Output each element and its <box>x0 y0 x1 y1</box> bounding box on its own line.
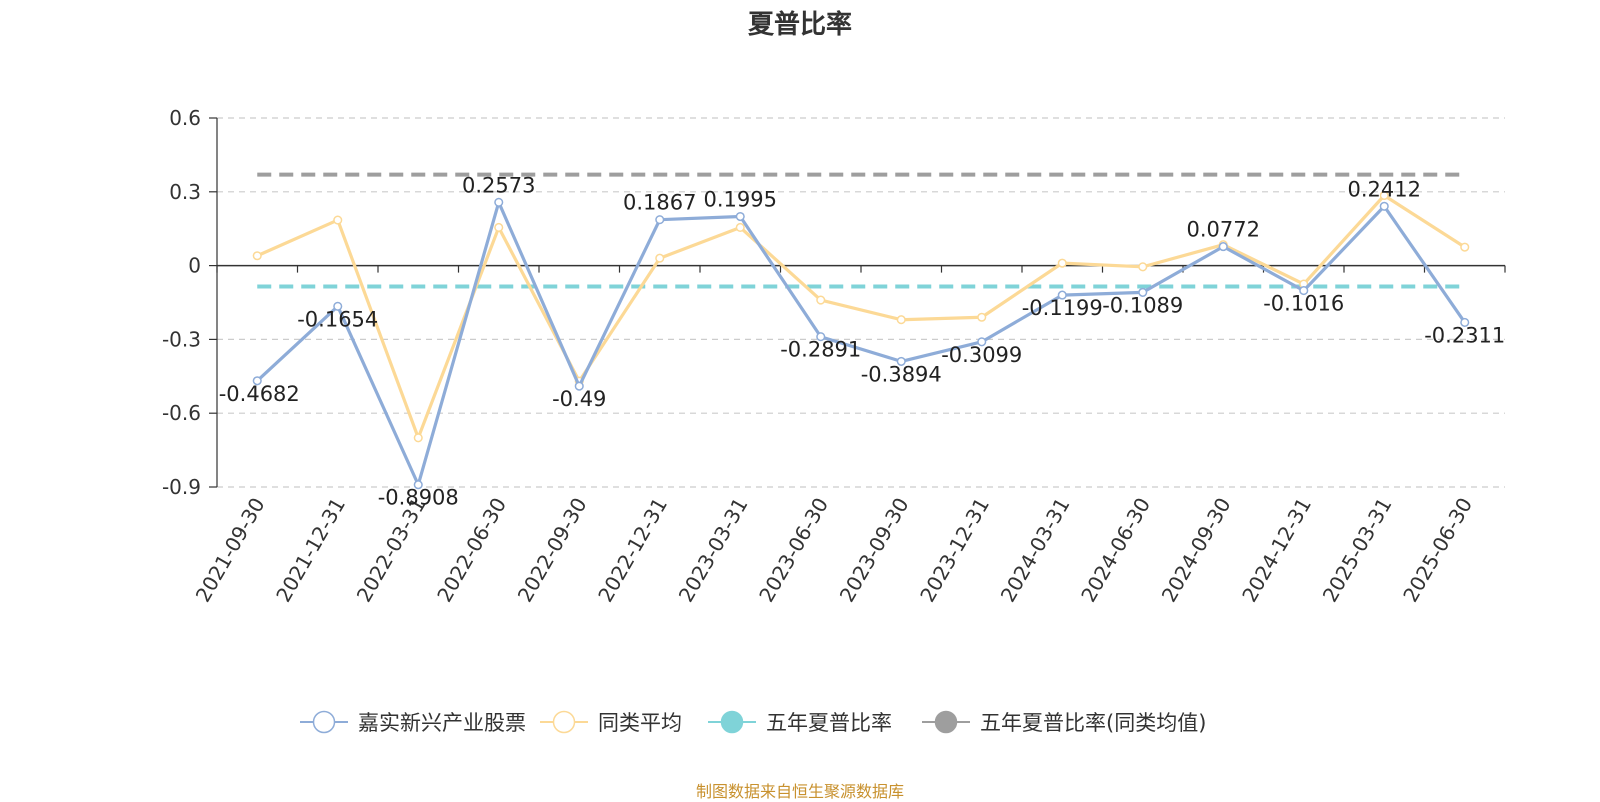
data-label: -0.3099 <box>941 343 1022 367</box>
data-point <box>816 295 826 305</box>
y-tick-label: 0 <box>188 254 201 278</box>
x-tick-label: 2022-12-31 <box>593 494 672 607</box>
data-point <box>1379 201 1389 211</box>
data-point <box>735 211 745 222</box>
legend-item[interactable]: 同类平均 <box>540 710 682 735</box>
x-tick-label: 2023-03-31 <box>674 494 753 607</box>
x-tick-label: 2022-03-31 <box>352 494 431 607</box>
x-tick-label: 2021-09-30 <box>191 494 270 607</box>
chart-title: 夏普比率 <box>747 10 852 40</box>
x-tick-label: 2023-06-30 <box>754 494 833 607</box>
data-point <box>1138 287 1148 297</box>
y-tick-label: 0.6 <box>169 106 201 130</box>
data-point <box>816 332 826 342</box>
legend-marker <box>934 710 958 734</box>
data-point <box>655 215 665 225</box>
data-point <box>252 251 262 261</box>
data-point <box>896 315 906 325</box>
data-point <box>1218 242 1228 252</box>
data-label: -0.1016 <box>1263 292 1344 316</box>
data-point <box>252 376 262 386</box>
y-tick-label: -0.3 <box>162 327 201 351</box>
data-label: 0.2412 <box>1348 177 1421 201</box>
data-label: -0.1089 <box>1102 293 1183 317</box>
data-point <box>1460 317 1470 328</box>
data-label: -0.4682 <box>219 382 300 406</box>
data-label: 0.2573 <box>462 173 535 197</box>
legend-marker <box>720 710 744 734</box>
data-point <box>333 215 343 225</box>
reference-lines <box>257 172 1465 289</box>
legend-marker <box>312 710 336 734</box>
legend-label: 同类平均 <box>598 711 682 735</box>
data-point <box>977 312 987 322</box>
data-point <box>413 433 423 443</box>
legend-item[interactable]: 五年夏普比率 <box>708 710 892 735</box>
x-tick-label: 2024-03-31 <box>996 494 1075 607</box>
series-line <box>256 193 1466 440</box>
data-label: -0.49 <box>552 387 606 411</box>
data-label: -0.3894 <box>861 362 942 386</box>
x-tick-label: 2024-12-31 <box>1237 494 1316 607</box>
series-lines <box>252 190 1470 490</box>
data-point <box>1379 190 1389 201</box>
x-tick-label: 2022-06-30 <box>432 494 511 607</box>
x-tick-label: 2021-12-31 <box>271 494 350 607</box>
data-point <box>494 222 504 233</box>
x-tick-label: 2024-06-30 <box>1076 494 1155 607</box>
y-tick-label: 0.3 <box>169 180 201 204</box>
data-label: -0.8908 <box>378 486 459 510</box>
data-label: -0.1199 <box>1022 296 1103 320</box>
x-tick-label: 2025-06-30 <box>1398 494 1477 607</box>
data-point <box>1057 290 1067 300</box>
legend-marker <box>552 710 576 734</box>
series-line <box>256 200 1467 487</box>
data-point <box>333 301 343 311</box>
data-label: -0.2311 <box>1424 323 1505 347</box>
legend[interactable]: 嘉实新兴产业股票 同类平均 五年夏普比率 五年夏普比率(同类均值) <box>300 710 1206 735</box>
x-tick-label: 2023-09-30 <box>835 494 914 607</box>
legend-label: 嘉实新兴产业股票 <box>358 711 526 735</box>
data-label: -0.2891 <box>780 338 861 362</box>
x-tick-label: 2023-12-31 <box>915 494 994 607</box>
source-note: 制图数据来自恒生聚源数据库 <box>695 782 904 801</box>
data-label: -0.1654 <box>297 307 378 331</box>
data-point <box>1057 258 1067 268</box>
legend-item[interactable]: 五年夏普比率(同类均值) <box>922 710 1206 735</box>
data-point <box>896 356 906 366</box>
y-tick-label: -0.6 <box>162 401 201 425</box>
legend-item[interactable]: 嘉实新兴产业股票 <box>300 710 526 735</box>
x-tick-label: 2024-09-30 <box>1157 494 1236 607</box>
x-tick-label: 2025-03-31 <box>1318 494 1397 607</box>
data-point <box>1138 262 1148 272</box>
data-label: 0.1867 <box>623 191 696 215</box>
x-tick-label: 2022-09-30 <box>513 494 592 607</box>
data-point <box>977 337 987 347</box>
data-point <box>1460 242 1470 252</box>
data-labels: -0.4682 -0.1654 -0.8908 0.2573 -0.49 0.1867 0.… <box>219 173 1506 509</box>
legend-label: 五年夏普比率(同类均值) <box>980 711 1206 735</box>
data-point <box>574 381 584 391</box>
data-point <box>655 253 665 263</box>
data-point <box>735 222 745 233</box>
y-tick-label: -0.9 <box>162 475 201 499</box>
grid-lines <box>217 117 1505 488</box>
data-point <box>494 197 504 207</box>
legend-label: 五年夏普比率 <box>766 711 892 735</box>
data-label: 0.0772 <box>1187 218 1260 242</box>
data-point <box>413 480 423 490</box>
data-label: 0.1995 <box>704 188 777 212</box>
data-point <box>1299 286 1309 296</box>
